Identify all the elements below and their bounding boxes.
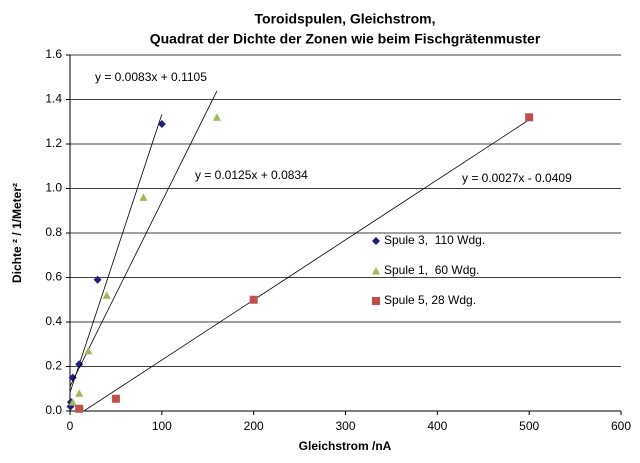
marker: [139, 193, 148, 201]
y-tick-label: 1.4: [45, 92, 62, 106]
x-tick-label: 300: [335, 419, 355, 433]
y-tick-label: 1.6: [45, 47, 62, 61]
trendline: [69, 114, 163, 393]
marker: [249, 295, 258, 304]
y-tick-label: 0.4: [45, 314, 62, 328]
marker: [75, 389, 84, 397]
x-tick-label: 500: [519, 419, 539, 433]
marker: [372, 267, 380, 275]
marker: [157, 119, 166, 128]
x-tick-label: 600: [611, 419, 631, 433]
trendline-label: y = 0.0083x + 0.1105: [95, 70, 207, 84]
marker: [525, 113, 534, 122]
legend-label: Spule 5, 28 Wdg.: [384, 293, 476, 307]
marker: [75, 360, 84, 369]
y-tick-label: 0.0: [45, 403, 62, 417]
y-tick-label: 1.0: [45, 181, 62, 195]
trendline-label: y = 0.0125x + 0.0834: [195, 168, 308, 182]
marker: [372, 237, 380, 245]
trendline: [83, 119, 530, 412]
x-tick-label: 200: [244, 419, 264, 433]
y-tick-label: 0.8: [45, 225, 62, 239]
marker: [84, 346, 93, 355]
y-axis-label: Dichte ² / 1/Meter²: [10, 183, 24, 283]
y-tick-label: 1.2: [45, 136, 62, 150]
y-tick-label: 0.6: [45, 270, 62, 284]
marker: [372, 297, 380, 305]
marker: [68, 398, 77, 406]
trendline: [69, 90, 218, 387]
marker: [68, 373, 77, 382]
marker: [102, 291, 111, 299]
legend-label: Spule 3, 110 Wdg.: [384, 233, 485, 247]
x-axis-label: Gleichstrom /nA: [299, 439, 392, 453]
y-tick-label: 0.2: [45, 359, 62, 373]
x-tick-label: 0: [67, 419, 74, 433]
trendline-label: y = 0.0027x - 0.0409: [462, 171, 572, 185]
marker: [93, 275, 102, 284]
x-tick-label: 400: [427, 419, 447, 433]
marker: [75, 404, 84, 413]
x-tick-label: 100: [152, 419, 172, 433]
marker: [111, 394, 120, 403]
legend-label: Spule 1, 60 Wdg.: [384, 263, 479, 277]
chart-title: Quadrat der Dichte der Zonen wie beim Fi…: [150, 31, 541, 47]
chart-title: Toroidspulen, Gleichstrom,: [255, 11, 436, 27]
marker: [212, 113, 221, 121]
